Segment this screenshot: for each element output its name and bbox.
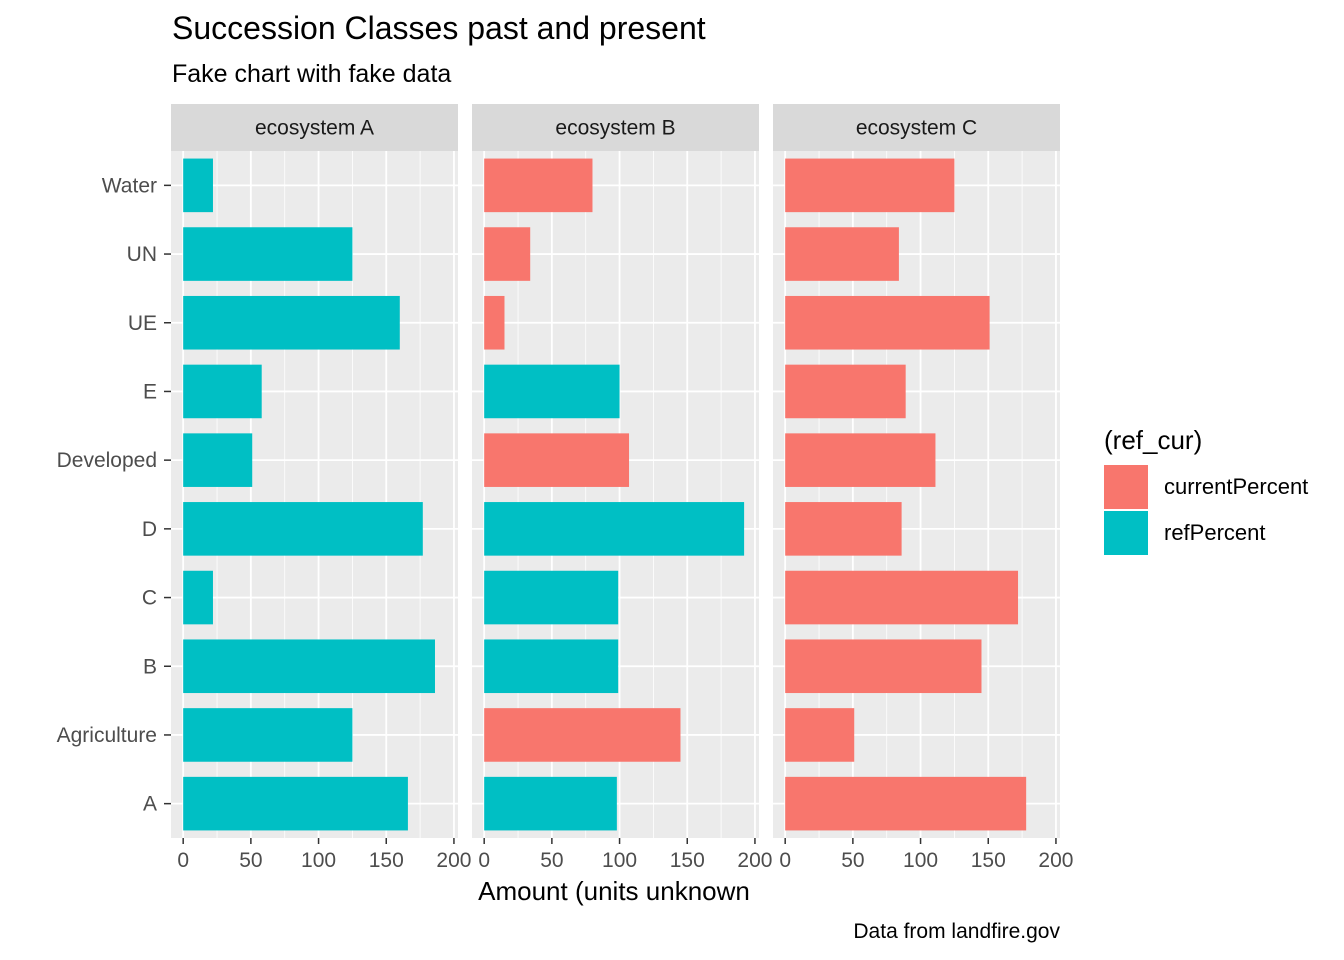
x-tick-label-ecosystem-a: 200 bbox=[436, 849, 471, 872]
bar-ecosystem-b-a bbox=[484, 776, 617, 831]
y-tick-label-a: A bbox=[143, 793, 157, 816]
bar-ecosystem-a-developed bbox=[183, 433, 253, 487]
y-tick-label-agriculture: Agriculture bbox=[57, 724, 157, 747]
facet-label-ecosystem-a: ecosystem A bbox=[255, 117, 374, 140]
x-tick-label-ecosystem-b: 200 bbox=[737, 849, 772, 872]
x-tick-label-ecosystem-b: 50 bbox=[540, 849, 563, 872]
bar-ecosystem-a-un bbox=[183, 227, 353, 281]
bar-ecosystem-a-agriculture bbox=[183, 708, 353, 762]
bar-ecosystem-c-d bbox=[785, 502, 902, 556]
chart-subtitle: Fake chart with fake data bbox=[172, 60, 452, 88]
x-tick-label-ecosystem-a: 50 bbox=[239, 849, 262, 872]
bar-ecosystem-a-b bbox=[183, 639, 435, 694]
bar-ecosystem-b-d bbox=[484, 502, 745, 556]
y-tick-label-c: C bbox=[142, 587, 157, 610]
bar-ecosystem-b-c bbox=[484, 570, 619, 625]
x-tick-label-ecosystem-a: 100 bbox=[301, 849, 336, 872]
bar-ecosystem-a-a bbox=[183, 776, 408, 831]
y-tick-label-un: UN bbox=[127, 243, 157, 266]
x-tick-label-ecosystem-a: 0 bbox=[177, 849, 189, 872]
y-tick-label-ue: UE bbox=[128, 312, 157, 335]
bar-ecosystem-c-c bbox=[785, 570, 1019, 625]
y-tick-label-developed: Developed bbox=[57, 449, 157, 472]
x-tick-label-ecosystem-b: 100 bbox=[602, 849, 637, 872]
facet-label-ecosystem-b: ecosystem B bbox=[555, 117, 675, 140]
bar-ecosystem-b-developed bbox=[484, 433, 630, 487]
legend-item-currentpercent: currentPercent bbox=[1104, 464, 1308, 510]
x-tick-label-ecosystem-c: 200 bbox=[1038, 849, 1073, 872]
bar-ecosystem-b-e bbox=[484, 364, 620, 419]
y-tick-label-b: B bbox=[143, 655, 157, 678]
x-tick-label-ecosystem-c: 150 bbox=[971, 849, 1006, 872]
y-tick-label-d: D bbox=[142, 518, 157, 541]
bar-ecosystem-c-e bbox=[785, 364, 906, 419]
facet-strip-ecosystem-c bbox=[773, 104, 1060, 151]
facet-strip-ecosystem-b bbox=[472, 104, 759, 151]
x-tick-label-ecosystem-a: 150 bbox=[369, 849, 404, 872]
bar-ecosystem-b-b bbox=[484, 639, 619, 694]
legend-label-currentpercent: currentPercent bbox=[1164, 474, 1309, 499]
bar-ecosystem-c-ue bbox=[785, 295, 990, 350]
bar-ecosystem-c-agriculture bbox=[785, 708, 855, 762]
facet-strip-ecosystem-a bbox=[171, 104, 458, 151]
bar-ecosystem-a-water bbox=[183, 158, 213, 213]
x-tick-label-ecosystem-b: 150 bbox=[670, 849, 705, 872]
legend-item-refpercent: refPercent bbox=[1104, 510, 1308, 556]
x-axis-title: Amount (units unknown bbox=[478, 876, 750, 906]
bar-ecosystem-a-c bbox=[183, 570, 213, 625]
legend-label-refpercent: refPercent bbox=[1164, 520, 1266, 545]
bar-ecosystem-b-water bbox=[484, 158, 593, 213]
bar-ecosystem-b-un bbox=[484, 227, 531, 281]
bar-ecosystem-c-b bbox=[785, 639, 982, 694]
x-tick-label-ecosystem-c: 50 bbox=[841, 849, 864, 872]
bar-ecosystem-c-un bbox=[785, 227, 899, 281]
legend: (ref_cur) currentPercent refPercent bbox=[1104, 425, 1308, 556]
legend-swatch-refpercent bbox=[1104, 511, 1148, 555]
bar-ecosystem-b-agriculture bbox=[484, 708, 681, 762]
legend-swatch-currentpercent bbox=[1104, 465, 1148, 509]
x-tick-label-ecosystem-b: 0 bbox=[478, 849, 490, 872]
bar-ecosystem-a-d bbox=[183, 502, 423, 556]
facet-label-ecosystem-c: ecosystem C bbox=[856, 117, 977, 140]
bar-ecosystem-a-ue bbox=[183, 295, 400, 350]
bar-ecosystem-c-a bbox=[785, 776, 1027, 831]
y-tick-label-e: E bbox=[143, 380, 157, 403]
legend-title: (ref_cur) bbox=[1104, 425, 1203, 455]
x-tick-label-ecosystem-c: 100 bbox=[903, 849, 938, 872]
bar-ecosystem-b-ue bbox=[484, 295, 505, 350]
bar-ecosystem-a-e bbox=[183, 364, 262, 419]
x-tick-label-ecosystem-c: 0 bbox=[779, 849, 791, 872]
y-tick-label-water: Water bbox=[102, 174, 157, 197]
bar-ecosystem-c-water bbox=[785, 158, 955, 213]
chart-title: Succession Classes past and present bbox=[172, 10, 706, 46]
bar-ecosystem-c-developed bbox=[785, 433, 936, 487]
chart-caption: Data from landfire.gov bbox=[853, 920, 1060, 943]
